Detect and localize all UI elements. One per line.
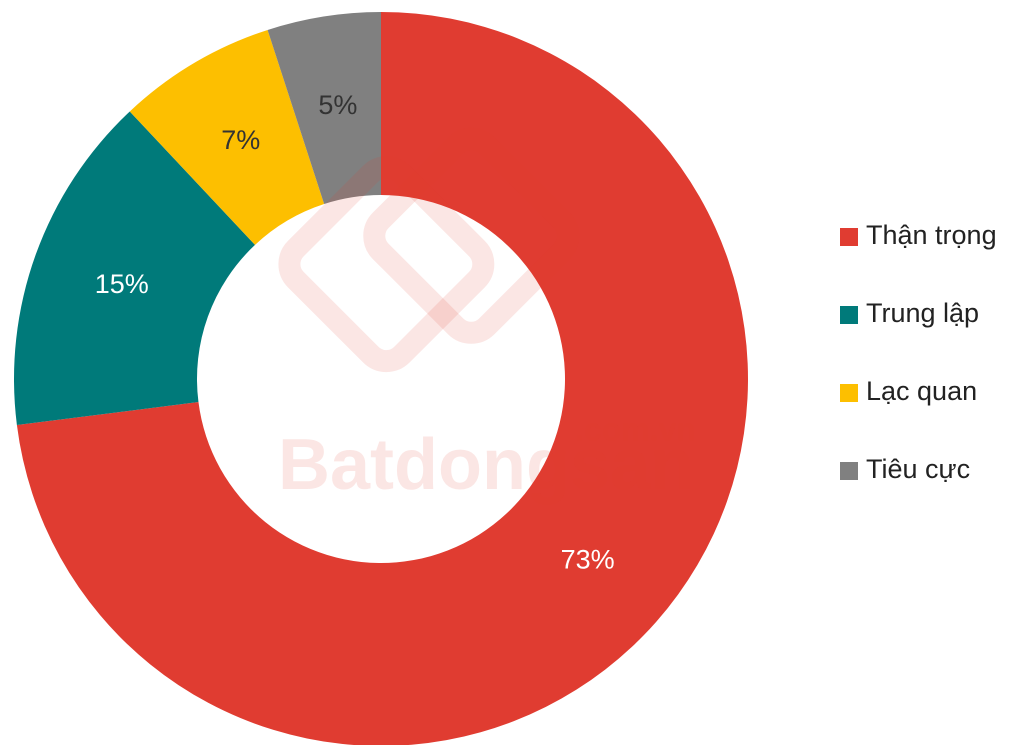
watermark-text: Batdongsan: [278, 425, 694, 505]
donut: [14, 12, 748, 745]
legend-swatch: [840, 462, 858, 480]
value-label: 5%: [318, 90, 357, 120]
legend-swatch: [840, 384, 858, 402]
value-label: 7%: [221, 125, 260, 155]
slice: [129, 29, 325, 245]
legend-label: Trung lập: [866, 298, 979, 328]
legend-swatch: [840, 228, 858, 246]
legend-label: Tiêu cực: [866, 454, 970, 484]
legend-swatch: [840, 306, 858, 324]
watermark-logo: [278, 156, 495, 373]
slice: [267, 12, 381, 205]
legend-label: Thận trọng: [866, 220, 997, 250]
value-label: 15%: [95, 269, 149, 299]
value-label: 73%: [561, 544, 615, 574]
slice: [14, 111, 256, 425]
legend-label: Lạc quan: [866, 376, 977, 406]
watermark: Batdongsan .com.vn: [278, 127, 696, 505]
value-labels: 73% 15% 7% 5%: [95, 90, 615, 574]
watermark-logo: [363, 127, 580, 344]
watermark-domain: .com.vn: [575, 411, 696, 447]
legend: Thận trọng Trung lập Lạc quan Tiêu cực: [840, 220, 997, 484]
slice: [16, 12, 748, 745]
